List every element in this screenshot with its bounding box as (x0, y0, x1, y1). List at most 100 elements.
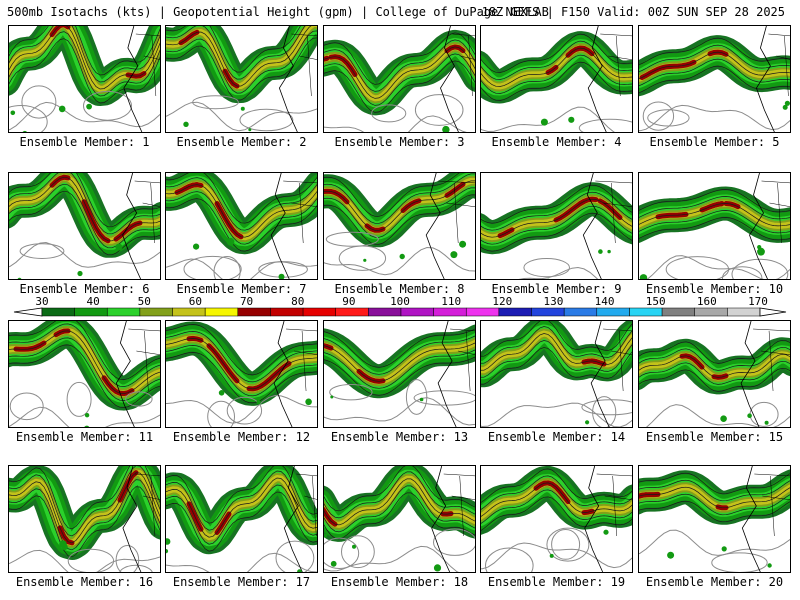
isotach-colorbar: 30 40 50 60 70 80 90 100 110 120 130 140 150 160 170 (0, 296, 800, 318)
jet-stream-map (481, 321, 632, 427)
ensemble-member-label: Ensemble Member: 5 (649, 135, 780, 149)
colorbar-swatch (400, 307, 434, 317)
jet-stream-map (324, 466, 475, 572)
jet-stream-map (9, 26, 160, 132)
ensemble-member-label: Ensemble Member: 4 (491, 135, 622, 149)
colorbar-swatch (498, 307, 532, 317)
colorbar-tick-label: 90 (342, 295, 356, 308)
ensemble-member-label: Ensemble Member: 18 (330, 575, 469, 589)
colorbar-tick-label: 80 (291, 295, 305, 308)
ensemble-member-label: Ensemble Member: 14 (487, 430, 626, 444)
colorbar-tick-label: 170 (748, 295, 768, 308)
ensemble-member-label: Ensemble Member: 6 (19, 282, 150, 296)
colorbar-swatch (302, 307, 336, 317)
ensemble-member-label: Ensemble Member: 17 (172, 575, 311, 589)
ensemble-member-panel (480, 25, 633, 133)
ensemble-member-panel (8, 172, 161, 280)
colorbar-swatch (727, 307, 761, 317)
jet-stream-map (639, 173, 790, 279)
ensemble-member-panel (323, 172, 476, 280)
colorbar-tick-label: 30 (35, 295, 49, 308)
colorbar-swatch (433, 307, 467, 317)
jet-stream-map (481, 26, 632, 132)
jet-stream-map (481, 466, 632, 572)
run-valid-time: 18Z GEFS | F150 Valid: 00Z SUN SEP 28 20… (481, 5, 785, 19)
ensemble-member-panel (480, 172, 633, 280)
colorbar-swatch (74, 307, 108, 317)
ensemble-member-panel (323, 320, 476, 428)
ensemble-member-label: Ensemble Member: 16 (15, 575, 154, 589)
ensemble-member-label: Ensemble Member: 15 (645, 430, 784, 444)
jet-stream-map (166, 466, 317, 572)
header: 500mb Isotachs (kts) | Geopotential Heig… (0, 0, 800, 24)
ensemble-member-panel (480, 320, 633, 428)
ensemble-member-panel (638, 320, 791, 428)
colorbar-swatch (335, 307, 369, 317)
ensemble-member-panel (165, 465, 318, 573)
ensemble-member-panel (165, 172, 318, 280)
colorbar-swatch (661, 307, 695, 317)
ensemble-member-panel (165, 25, 318, 133)
colorbar-swatch (204, 307, 239, 317)
colorbar-tick-label: 160 (696, 295, 717, 308)
colorbar-swatch (270, 307, 304, 317)
ensemble-member-panel (323, 25, 476, 133)
ensemble-member-panel (165, 320, 318, 428)
colorbar-swatch (237, 307, 271, 317)
jet-stream-map (639, 26, 790, 132)
colorbar-high-arrow (759, 307, 787, 317)
ensemble-member-panel (638, 25, 791, 133)
colorbar-low-arrow (13, 307, 43, 317)
colorbar-tick-label: 70 (239, 295, 254, 308)
ensemble-member-label: Ensemble Member: 19 (487, 575, 626, 589)
colorbar-tick-label: 110 (441, 295, 462, 308)
colorbar-tick-label: 60 (188, 295, 203, 308)
ensemble-member-label: Ensemble Member: 12 (172, 430, 311, 444)
colorbar-tick-label: 120 (492, 295, 513, 308)
ensemble-member-label: Ensemble Member: 3 (334, 135, 465, 149)
jet-stream-map (9, 173, 160, 279)
ensemble-member-label: Ensemble Member: 7 (176, 282, 307, 296)
jet-stream-map (166, 173, 317, 279)
colorbar-swatch (531, 307, 565, 317)
ensemble-member-panel (480, 465, 633, 573)
product-title: 500mb Isotachs (kts) | Geopotential Heig… (7, 5, 549, 19)
jet-stream-map (639, 466, 790, 572)
colorbar-swatch (596, 307, 630, 317)
colorbar-tick-label: 50 (137, 295, 151, 308)
jet-stream-map (639, 321, 790, 427)
jet-stream-map (166, 321, 317, 427)
ensemble-member-label: Ensemble Member: 1 (19, 135, 150, 149)
colorbar-tick-label: 130 (543, 295, 564, 308)
ensemble-member-label: Ensemble Member: 8 (334, 282, 465, 296)
ensemble-member-label: Ensemble Member: 10 (645, 282, 784, 296)
ensemble-member-panel (8, 25, 161, 133)
colorbar-swatch (368, 307, 402, 317)
jet-stream-map (9, 321, 160, 427)
colorbar-tick-label: 40 (86, 295, 100, 308)
ensemble-member-label: Ensemble Member: 20 (645, 575, 784, 589)
ensemble-member-panel (8, 465, 161, 573)
colorbar-swatch (563, 307, 598, 317)
ensemble-member-label: Ensemble Member: 9 (491, 282, 622, 296)
jet-stream-map (166, 26, 317, 132)
colorbar-strip (13, 307, 787, 317)
colorbar-tick-label: 100 (390, 295, 410, 308)
ensemble-member-panel (8, 320, 161, 428)
jet-stream-map (9, 466, 160, 572)
jet-stream-map (324, 173, 475, 279)
jet-stream-map (324, 321, 475, 427)
colorbar-swatch (172, 307, 206, 317)
colorbar-swatch (694, 307, 728, 317)
colorbar-tick-label: 140 (594, 295, 615, 308)
ensemble-member-label: Ensemble Member: 11 (15, 430, 154, 444)
colorbar-swatch (107, 307, 141, 317)
colorbar-swatch (466, 307, 500, 317)
jet-stream-map (481, 173, 632, 279)
ensemble-member-panel (638, 172, 791, 280)
ensemble-member-panel (638, 465, 791, 573)
ensemble-member-panel (323, 465, 476, 573)
colorbar-swatch (41, 307, 75, 317)
ensemble-member-label: Ensemble Member: 2 (176, 135, 307, 149)
